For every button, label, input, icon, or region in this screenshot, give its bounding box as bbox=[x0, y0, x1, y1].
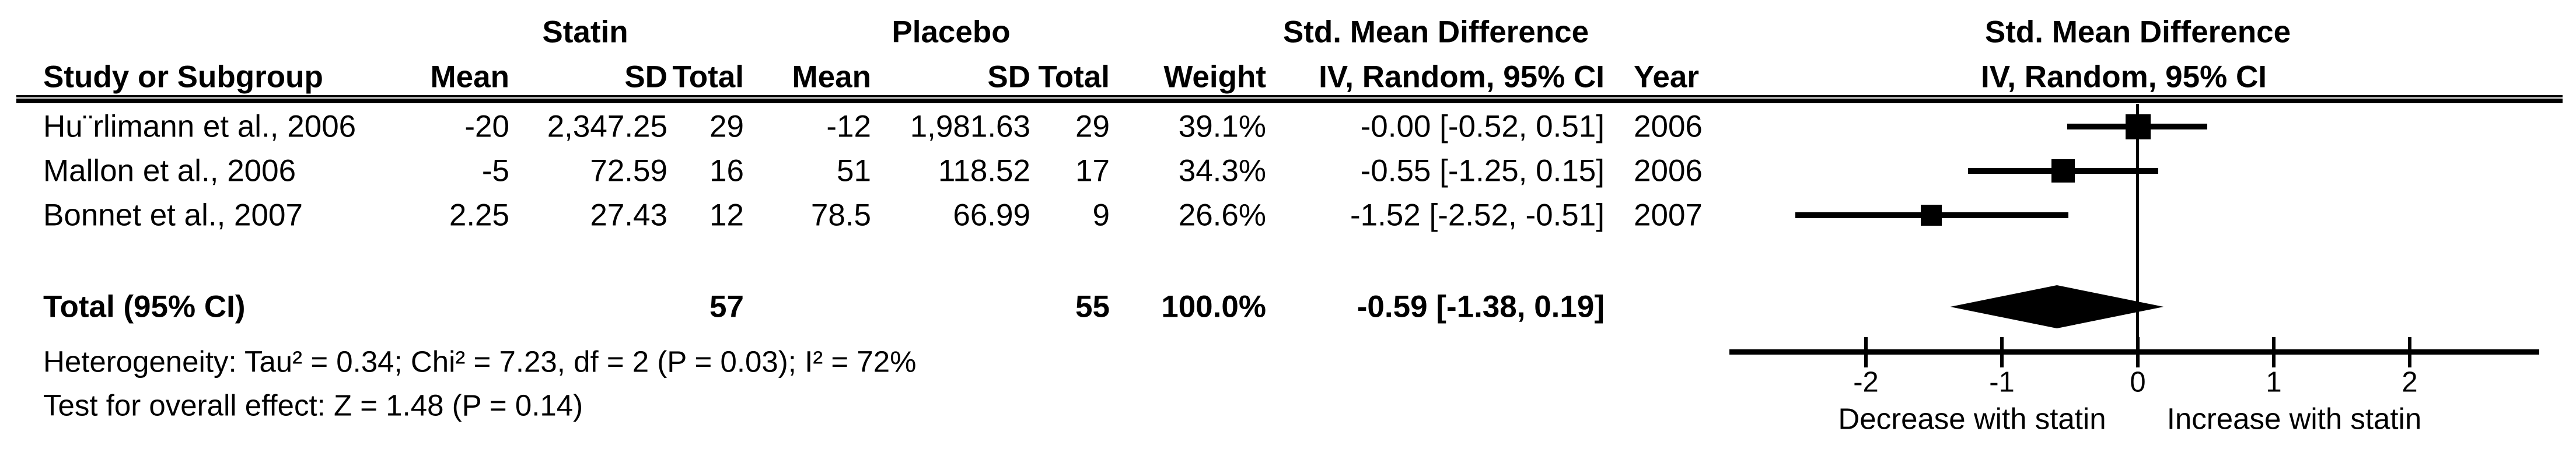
plot-header-method: IV, Random, 95% CI bbox=[1981, 59, 2267, 94]
cell-study: Bonnet et al., 2007 bbox=[43, 198, 303, 233]
study-marker bbox=[2125, 114, 2151, 139]
zero-line bbox=[2136, 104, 2139, 352]
cell-total_statin: 16 bbox=[709, 153, 744, 188]
header-ci_text: IV, Random, 95% CI bbox=[1319, 59, 1605, 94]
cell-total_placebo: 17 bbox=[1075, 153, 1110, 188]
cell-mean_statin: -5 bbox=[481, 153, 509, 188]
x-label-left: Decrease with statin bbox=[1838, 402, 2106, 436]
total-placebo-n: 55 bbox=[1075, 289, 1110, 324]
cell-ci_text: -1.52 [-2.52, -0.51] bbox=[1350, 198, 1605, 233]
header-separator-thick bbox=[16, 99, 2563, 103]
group-header-statin: Statin bbox=[542, 15, 628, 50]
axis-tick bbox=[1864, 337, 1868, 367]
axis-tick-label: -2 bbox=[1853, 366, 1879, 398]
x-axis-line bbox=[1729, 349, 2539, 355]
header-total_statin: Total bbox=[672, 59, 744, 94]
total-weight: 100.0% bbox=[1161, 289, 1266, 324]
study-marker bbox=[2051, 159, 2075, 183]
x-label-right: Increase with statin bbox=[2166, 402, 2422, 436]
cell-total_placebo: 9 bbox=[1092, 198, 1110, 233]
cell-mean_placebo: 78.5 bbox=[810, 198, 871, 233]
axis-tick-label: 1 bbox=[2266, 366, 2282, 398]
cell-mean_placebo: -12 bbox=[826, 109, 871, 144]
axis-tick-label: 0 bbox=[2130, 366, 2146, 398]
cell-total_statin: 12 bbox=[709, 198, 744, 233]
header-weight: Weight bbox=[1163, 59, 1266, 94]
cell-sd_statin: 72.59 bbox=[590, 153, 667, 188]
group-header-smd-left: Std. Mean Difference bbox=[1282, 15, 1589, 50]
cell-study: Hu¨rlimann et al., 2006 bbox=[43, 109, 356, 144]
cell-sd_placebo: 1,981.63 bbox=[910, 109, 1030, 144]
cell-sd_placebo: 118.52 bbox=[938, 153, 1030, 188]
header-mean_statin: Mean bbox=[430, 59, 509, 94]
header-total_placebo: Total bbox=[1038, 59, 1110, 94]
plot-header-smd: Std. Mean Difference bbox=[1984, 15, 2291, 50]
cell-sd_placebo: 66.99 bbox=[953, 198, 1030, 233]
cell-weight: 26.6% bbox=[1178, 198, 1266, 233]
cell-mean_placebo: 51 bbox=[837, 153, 871, 188]
cell-weight: 39.1% bbox=[1178, 109, 1266, 144]
header-study: Study or Subgroup bbox=[43, 59, 323, 94]
overall-effect-text: Test for overall effect: Z = 1.48 (P = 0… bbox=[43, 388, 583, 422]
axis-tick-label: -1 bbox=[1989, 366, 2015, 398]
cell-mean_statin: -20 bbox=[464, 109, 509, 144]
header-sd_placebo: SD bbox=[987, 59, 1030, 94]
cell-sd_statin: 2,347.25 bbox=[547, 109, 667, 144]
axis-tick bbox=[2272, 337, 2276, 367]
cell-year: 2006 bbox=[1634, 109, 1703, 144]
header-year: Year bbox=[1634, 59, 1700, 94]
cell-ci_text: -0.55 [-1.25, 0.15] bbox=[1360, 153, 1605, 188]
study-marker bbox=[1920, 205, 1942, 226]
cell-total_placebo: 29 bbox=[1075, 109, 1110, 144]
cell-ci_text: -0.00 [-0.52, 0.51] bbox=[1360, 109, 1605, 144]
cell-year: 2006 bbox=[1634, 153, 1703, 188]
axis-tick bbox=[2408, 337, 2411, 367]
total-ci-text: -0.59 [-1.38, 0.19] bbox=[1357, 289, 1605, 324]
axis-tick bbox=[2136, 337, 2140, 367]
header-sd_statin: SD bbox=[624, 59, 667, 94]
axis-tick bbox=[2000, 337, 2004, 367]
axis-tick-label: 2 bbox=[2402, 366, 2418, 398]
header-separator-thin bbox=[16, 95, 2563, 97]
cell-sd_statin: 27.43 bbox=[590, 198, 667, 233]
cell-mean_statin: 2.25 bbox=[449, 198, 509, 233]
cell-study: Mallon et al., 2006 bbox=[43, 153, 296, 188]
total-diamond bbox=[1950, 285, 2164, 328]
header-mean_placebo: Mean bbox=[792, 59, 871, 94]
total-statin-n: 57 bbox=[709, 289, 744, 324]
total-label: Total (95% CI) bbox=[43, 289, 246, 324]
cell-year: 2007 bbox=[1634, 198, 1703, 233]
group-header-placebo: Placebo bbox=[892, 15, 1011, 50]
cell-weight: 34.3% bbox=[1178, 153, 1266, 188]
cell-total_statin: 29 bbox=[709, 109, 744, 144]
heterogeneity-text: Heterogeneity: Tau² = 0.34; Chi² = 7.23,… bbox=[43, 345, 917, 379]
